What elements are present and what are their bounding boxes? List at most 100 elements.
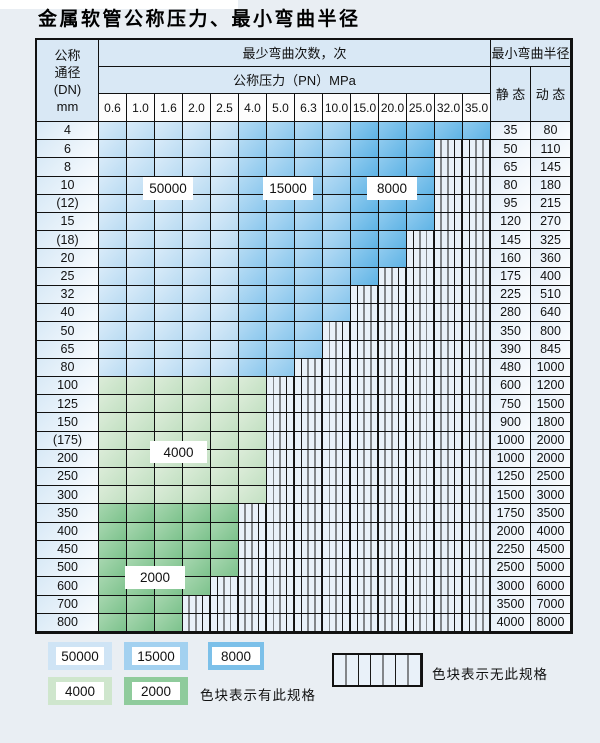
spec-cell bbox=[183, 376, 211, 396]
spec-cell bbox=[127, 486, 155, 505]
spec-cell bbox=[295, 285, 323, 305]
spec-cell bbox=[239, 304, 267, 323]
label-box-8000: 8000 bbox=[367, 177, 417, 200]
spec-cell bbox=[155, 340, 183, 359]
spec-cell bbox=[267, 285, 295, 305]
spec-cell bbox=[211, 504, 239, 523]
legend-swatch-2000-label: 2000 bbox=[132, 682, 180, 700]
spec-cell bbox=[99, 540, 127, 560]
no-spec-cell bbox=[295, 358, 323, 377]
hose-spec-table: 公称 通径 (DN) mm 最少弯曲次数，次 最小弯曲半径 公称压力（PN）MPa 静 态动 … bbox=[35, 38, 573, 634]
spec-cell bbox=[127, 358, 155, 377]
no-spec-cell bbox=[407, 267, 435, 286]
no-spec-cell bbox=[295, 468, 323, 487]
static-radius-cell: 280 bbox=[491, 304, 531, 323]
legend-has-spec-text: 色块表示有此规格 bbox=[200, 688, 316, 703]
no-spec-cell bbox=[407, 358, 435, 377]
no-spec-cell bbox=[295, 540, 323, 560]
spec-cell bbox=[99, 504, 127, 523]
legend-no-spec-swatch bbox=[332, 653, 423, 687]
no-spec-cell bbox=[351, 449, 379, 469]
dn-cell: 8 bbox=[37, 158, 99, 177]
static-radius-cell: 145 bbox=[491, 231, 531, 250]
dn-cell: 25 bbox=[37, 267, 99, 286]
no-spec-cell bbox=[435, 595, 463, 614]
spec-cell bbox=[407, 158, 435, 177]
dynamic-radius-cell: 80 bbox=[531, 122, 571, 141]
spec-cell bbox=[155, 376, 183, 396]
no-spec-cell bbox=[379, 449, 407, 469]
static-radius-cell: 95 bbox=[491, 194, 531, 214]
no-spec-cell bbox=[463, 540, 491, 560]
pressure-tick: 1.0 bbox=[127, 94, 155, 122]
spec-cell bbox=[211, 431, 239, 450]
static-radius-cell: 350 bbox=[491, 322, 531, 341]
spec-cell bbox=[323, 213, 351, 232]
no-spec-cell bbox=[435, 613, 463, 632]
dynamic-radius-cell: 1800 bbox=[531, 413, 571, 432]
no-spec-cell bbox=[407, 559, 435, 578]
spec-cell bbox=[323, 122, 351, 141]
dn-cell: 20 bbox=[37, 249, 99, 268]
dynamic-radius-cell: 6000 bbox=[531, 577, 571, 596]
dynamic-radius-cell: 7000 bbox=[531, 595, 571, 614]
no-spec-cell bbox=[267, 413, 295, 432]
spec-cell bbox=[155, 595, 183, 614]
spec-cell bbox=[155, 413, 183, 432]
no-spec-cell bbox=[323, 449, 351, 469]
spec-cell bbox=[267, 231, 295, 250]
spec-cell bbox=[155, 504, 183, 523]
bend-times-header: 最少弯曲次数，次 bbox=[99, 40, 491, 67]
scan-white-strip bbox=[0, 0, 238, 9]
dynamic-radius-cell: 800 bbox=[531, 322, 571, 341]
spec-cell bbox=[211, 486, 239, 505]
no-spec-cell bbox=[407, 285, 435, 305]
spec-cell bbox=[211, 376, 239, 396]
static-radius-cell: 120 bbox=[491, 213, 531, 232]
no-spec-cell bbox=[379, 559, 407, 578]
spec-cell bbox=[99, 340, 127, 359]
spec-cell bbox=[323, 249, 351, 268]
legend-swatch-15000-label: 15000 bbox=[132, 647, 180, 665]
no-spec-cell bbox=[435, 559, 463, 578]
no-spec-cell bbox=[379, 340, 407, 359]
spec-cell bbox=[183, 540, 211, 560]
spec-cell bbox=[155, 486, 183, 505]
dynamic-radius-cell: 4500 bbox=[531, 540, 571, 560]
static-radius-cell: 50 bbox=[491, 140, 531, 159]
spec-cell bbox=[99, 194, 127, 214]
no-spec-cell bbox=[435, 431, 463, 450]
spec-cell bbox=[127, 413, 155, 432]
no-spec-cell bbox=[435, 522, 463, 541]
static-radius-cell: 1750 bbox=[491, 504, 531, 523]
spec-cell bbox=[155, 304, 183, 323]
spec-cell bbox=[351, 249, 379, 268]
dn-cell: 50 bbox=[37, 322, 99, 341]
spec-cell bbox=[211, 176, 239, 195]
spec-cell bbox=[99, 413, 127, 432]
no-spec-cell bbox=[463, 522, 491, 541]
spec-cell bbox=[99, 358, 127, 377]
spec-cell bbox=[239, 449, 267, 469]
spec-cell bbox=[323, 304, 351, 323]
spec-cell bbox=[99, 322, 127, 341]
no-spec-cell bbox=[295, 413, 323, 432]
no-spec-cell bbox=[351, 376, 379, 396]
no-spec-cell bbox=[463, 213, 491, 232]
no-spec-cell bbox=[323, 376, 351, 396]
no-spec-cell bbox=[379, 504, 407, 523]
spec-cell bbox=[127, 304, 155, 323]
dn-cell: (175) bbox=[37, 431, 99, 450]
nominal-pressure-header: 公称压力（PN）MPa bbox=[99, 67, 491, 94]
spec-cell bbox=[239, 194, 267, 214]
static-radius-cell: 1250 bbox=[491, 468, 531, 487]
dn-cell: 800 bbox=[37, 613, 99, 632]
no-spec-cell bbox=[323, 358, 351, 377]
static-radius-cell: 3500 bbox=[491, 595, 531, 614]
spec-cell bbox=[351, 122, 379, 141]
no-spec-cell bbox=[323, 468, 351, 487]
no-spec-cell bbox=[267, 376, 295, 396]
no-spec-cell bbox=[351, 522, 379, 541]
no-spec-cell bbox=[435, 249, 463, 268]
dn-cell: 350 bbox=[37, 504, 99, 523]
